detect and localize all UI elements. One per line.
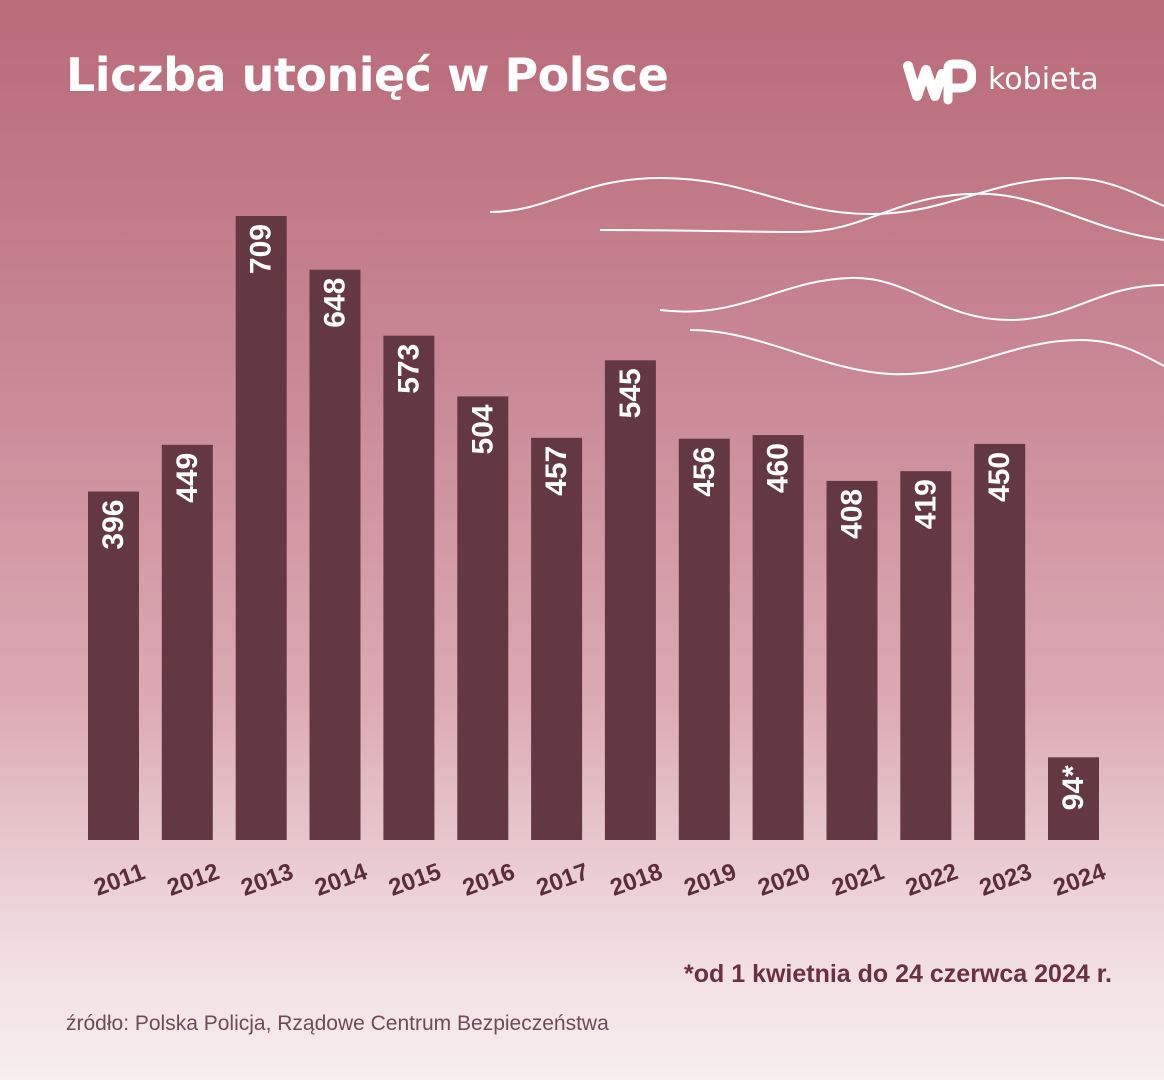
bar-2011 [88, 491, 139, 840]
x-tick-label-2013: 2013 [237, 858, 296, 902]
value-label-2022: 419 [909, 479, 942, 529]
value-label-2014: 648 [319, 278, 352, 328]
value-label-2016: 504 [466, 404, 499, 454]
decorative-waves-icon [490, 176, 1164, 376]
bar-2020 [752, 435, 804, 840]
x-tick-label-2019: 2019 [681, 858, 740, 902]
bar-2015 [383, 335, 435, 840]
value-label-2015: 573 [392, 344, 425, 394]
footnote: *od 1 kwietnia do 24 czerwca 2024 r. [684, 960, 1112, 988]
bar-2022 [900, 471, 952, 840]
value-label-2013: 709 [245, 224, 278, 274]
bar-2023 [974, 443, 1026, 840]
x-tick-label-2020: 2020 [754, 858, 813, 902]
bar-2018 [604, 360, 656, 840]
x-tick-label-2011: 2011 [90, 858, 148, 901]
chart-title: Liczba utonięć w Polsce [66, 48, 669, 102]
value-label-2019: 456 [688, 447, 721, 497]
x-tick-label-2021: 2021 [828, 858, 887, 902]
value-label-2024: 94* [1057, 765, 1090, 810]
value-label-2023: 450 [983, 452, 1016, 502]
bar-2017 [531, 437, 583, 840]
bar-2014 [309, 269, 361, 840]
bar-2019 [678, 438, 730, 840]
x-tick-label-2018: 2018 [607, 858, 666, 902]
x-tick-label-2015: 2015 [385, 858, 444, 902]
brand-text: kobieta [988, 61, 1099, 97]
x-tick-label-2016: 2016 [459, 858, 518, 902]
value-label-2017: 457 [540, 446, 573, 496]
value-label-2021: 408 [836, 489, 869, 539]
x-tick-label-2022: 2022 [902, 858, 961, 902]
bar-2012 [161, 444, 213, 840]
wp-logo-icon [903, 59, 976, 105]
brand-logo: kobieta [902, 56, 1099, 106]
x-tick-label-2024: 2024 [1050, 858, 1110, 902]
x-tick-label-2023: 2023 [976, 858, 1035, 902]
bar-2013 [235, 216, 287, 840]
x-tick-label-2012: 2012 [164, 858, 223, 902]
bar-2021 [826, 480, 878, 840]
x-tick-label-2017: 2017 [533, 858, 592, 902]
value-label-2011: 396 [97, 500, 130, 550]
value-label-2012: 449 [171, 453, 204, 503]
value-label-2018: 545 [614, 368, 647, 418]
bar-2024 [1048, 757, 1099, 840]
value-label-2020: 460 [762, 443, 795, 493]
x-tick-label-2014: 2014 [311, 858, 371, 902]
source-text: źródło: Polska Policja, Rządowe Centrum … [66, 1012, 609, 1035]
bar-2016 [457, 396, 509, 840]
